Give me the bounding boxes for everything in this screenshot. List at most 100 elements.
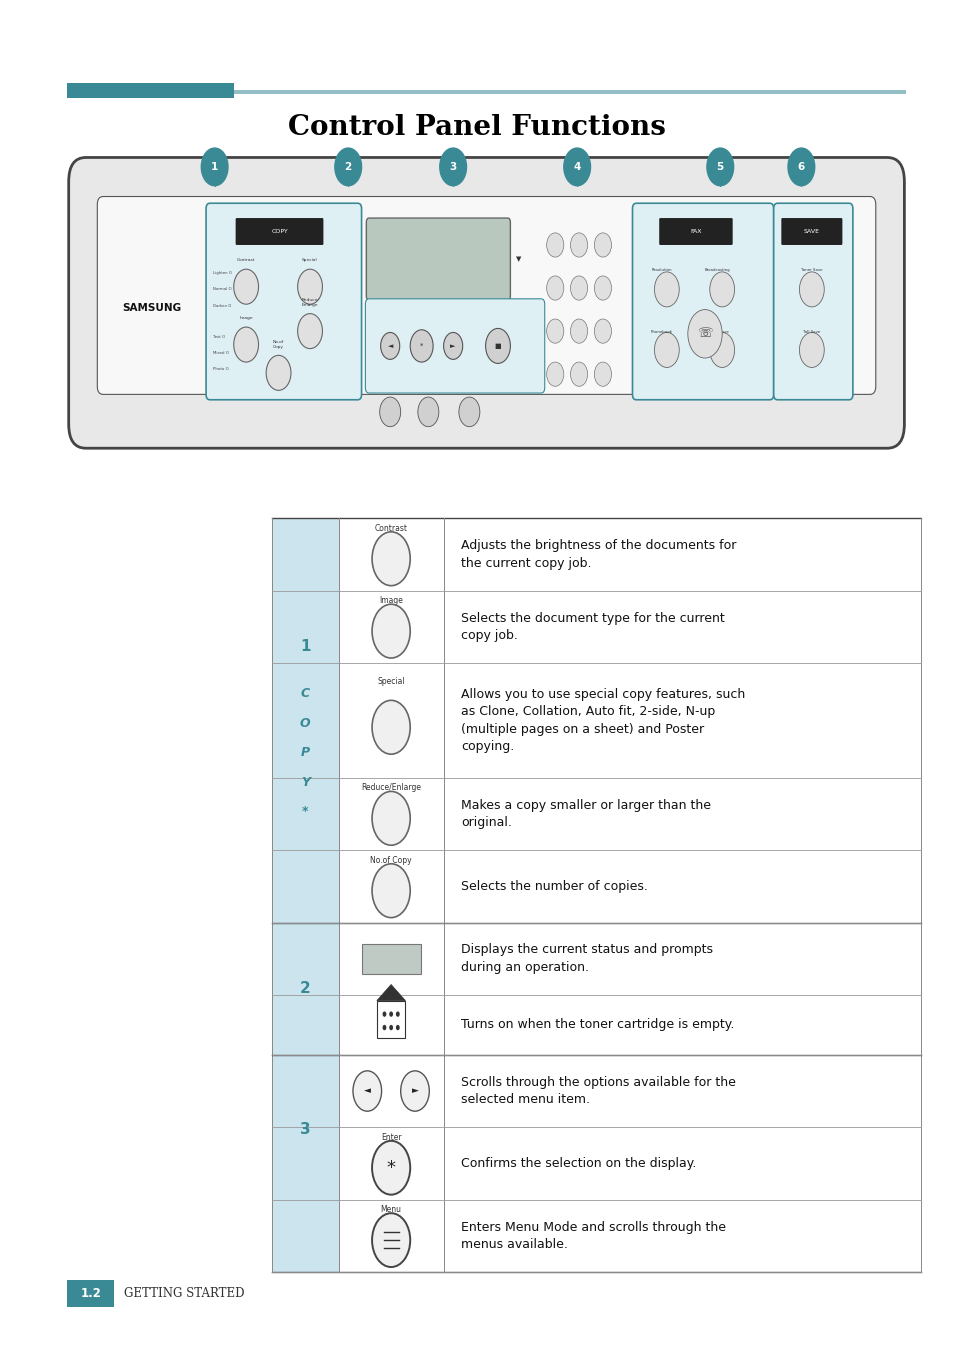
Text: Scrolls through the options available for the
selected menu item.: Scrolls through the options available fo… bbox=[460, 1075, 735, 1106]
Circle shape bbox=[594, 362, 611, 386]
Circle shape bbox=[654, 272, 679, 307]
Text: Enter: Enter bbox=[380, 1133, 401, 1141]
Text: Mixed O: Mixed O bbox=[213, 351, 229, 354]
Text: Confirms the selection on the display.: Confirms the selection on the display. bbox=[460, 1158, 696, 1170]
Text: No.of Copy: No.of Copy bbox=[370, 856, 412, 864]
Text: Selects the number of copies.: Selects the number of copies. bbox=[460, 880, 647, 892]
Text: Control Panel Functions: Control Panel Functions bbox=[288, 114, 665, 141]
FancyBboxPatch shape bbox=[366, 218, 510, 300]
FancyBboxPatch shape bbox=[781, 218, 841, 245]
Text: Image: Image bbox=[378, 596, 403, 606]
Bar bbox=[272, 518, 338, 922]
Bar bbox=[67, 83, 233, 98]
Text: Special: Special bbox=[302, 258, 317, 262]
Text: 1.2: 1.2 bbox=[80, 1287, 101, 1300]
Text: Allows you to use special copy features, such
as Clone, Collation, Auto fit, 2-s: Allows you to use special copy features,… bbox=[460, 688, 744, 754]
Circle shape bbox=[799, 332, 823, 367]
Circle shape bbox=[417, 397, 438, 427]
Text: Toll Save: Toll Save bbox=[802, 330, 820, 334]
FancyBboxPatch shape bbox=[773, 203, 852, 400]
Circle shape bbox=[372, 1213, 410, 1267]
Text: Special: Special bbox=[377, 677, 404, 686]
Circle shape bbox=[458, 397, 479, 427]
Circle shape bbox=[335, 148, 361, 186]
Text: Text O: Text O bbox=[213, 335, 225, 338]
Circle shape bbox=[570, 276, 587, 300]
Text: Reduce/Enlarge: Reduce/Enlarge bbox=[361, 783, 420, 793]
FancyBboxPatch shape bbox=[659, 218, 732, 245]
Bar bbox=[272, 1055, 338, 1272]
Circle shape bbox=[395, 1011, 399, 1016]
Circle shape bbox=[389, 1024, 393, 1030]
Circle shape bbox=[546, 233, 563, 257]
Text: 5: 5 bbox=[716, 162, 723, 172]
Circle shape bbox=[382, 1024, 386, 1030]
Text: GETTING STARTED: GETTING STARTED bbox=[124, 1287, 244, 1300]
Text: Lighten O: Lighten O bbox=[213, 272, 232, 275]
Text: Y: Y bbox=[300, 775, 310, 789]
FancyBboxPatch shape bbox=[97, 197, 875, 394]
Text: 4: 4 bbox=[573, 162, 580, 172]
Text: ◄: ◄ bbox=[387, 343, 393, 349]
Circle shape bbox=[654, 332, 679, 367]
Text: Normal O: Normal O bbox=[213, 288, 232, 291]
Text: 1: 1 bbox=[299, 639, 311, 654]
Circle shape bbox=[485, 328, 510, 363]
Text: No.of
Copy: No.of Copy bbox=[273, 341, 284, 349]
Text: C: C bbox=[300, 686, 310, 700]
Circle shape bbox=[546, 362, 563, 386]
Circle shape bbox=[201, 148, 228, 186]
Text: Darken O: Darken O bbox=[213, 304, 231, 307]
FancyBboxPatch shape bbox=[206, 203, 361, 400]
Text: ☏: ☏ bbox=[697, 327, 712, 341]
Circle shape bbox=[687, 310, 721, 358]
FancyBboxPatch shape bbox=[365, 299, 544, 393]
Text: Selects the document type for the current
copy job.: Selects the document type for the curren… bbox=[460, 611, 723, 642]
Circle shape bbox=[233, 269, 258, 304]
Circle shape bbox=[266, 355, 291, 390]
Text: Broadcasting: Broadcasting bbox=[704, 268, 729, 272]
Circle shape bbox=[372, 791, 410, 845]
Circle shape bbox=[372, 864, 410, 918]
Circle shape bbox=[389, 1011, 393, 1016]
Text: Toner Save: Toner Save bbox=[801, 268, 821, 272]
Circle shape bbox=[372, 1141, 410, 1195]
Text: Displays the current status and prompts
during an operation.: Displays the current status and prompts … bbox=[460, 944, 712, 975]
Circle shape bbox=[706, 148, 733, 186]
Circle shape bbox=[570, 362, 587, 386]
Circle shape bbox=[382, 1011, 386, 1016]
Circle shape bbox=[709, 272, 734, 307]
Text: ►: ► bbox=[411, 1086, 418, 1096]
FancyBboxPatch shape bbox=[69, 157, 903, 448]
Text: 2: 2 bbox=[299, 981, 311, 996]
Text: Turns on when the toner cartridge is empty.: Turns on when the toner cartridge is emp… bbox=[460, 1019, 734, 1031]
Bar bbox=[272, 922, 338, 1055]
Circle shape bbox=[546, 276, 563, 300]
Circle shape bbox=[546, 319, 563, 343]
Circle shape bbox=[594, 233, 611, 257]
Circle shape bbox=[372, 532, 410, 586]
Circle shape bbox=[443, 332, 462, 359]
Text: O: O bbox=[299, 716, 311, 730]
Text: *: * bbox=[419, 343, 423, 349]
Circle shape bbox=[395, 1024, 399, 1030]
Text: *: * bbox=[386, 1159, 395, 1176]
Circle shape bbox=[709, 332, 734, 367]
Text: *: * bbox=[302, 805, 308, 818]
Text: 2: 2 bbox=[344, 162, 352, 172]
Text: Reduce/
Enlarge: Reduce/ Enlarge bbox=[301, 299, 318, 307]
Text: Menu: Menu bbox=[380, 1205, 401, 1214]
FancyBboxPatch shape bbox=[632, 203, 773, 400]
Circle shape bbox=[594, 319, 611, 343]
Circle shape bbox=[372, 604, 410, 658]
Text: ▼: ▼ bbox=[516, 256, 521, 262]
Text: Makes a copy smaller or larger than the
original.: Makes a copy smaller or larger than the … bbox=[460, 798, 710, 829]
Circle shape bbox=[439, 148, 466, 186]
Circle shape bbox=[787, 148, 814, 186]
Bar bbox=[361, 944, 420, 973]
Bar bbox=[67, 90, 905, 94]
Text: Image: Image bbox=[239, 316, 253, 320]
Circle shape bbox=[372, 700, 410, 754]
Bar bbox=[67, 1280, 114, 1307]
Text: Resolution: Resolution bbox=[651, 268, 672, 272]
